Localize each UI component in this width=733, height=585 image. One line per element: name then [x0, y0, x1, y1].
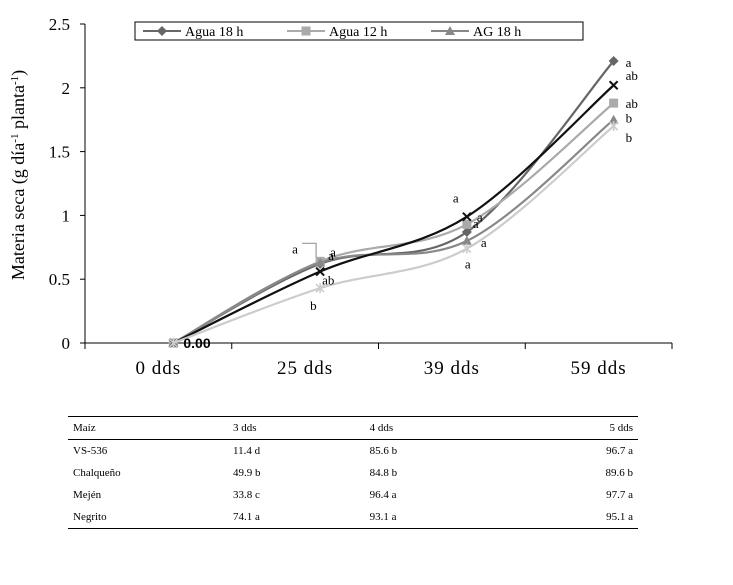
x-tick-label: 39 dds: [424, 358, 480, 379]
y-tick-label: 2.5: [49, 15, 70, 34]
data-point: [608, 114, 619, 124]
table-row: VS-536 11.4 d 85.6 b 96.7 a: [68, 440, 638, 463]
legend-marker: [157, 26, 167, 36]
table-header-cell: Maíz: [68, 416, 228, 440]
table-cell: 85.6 b: [369, 445, 398, 457]
legend-marker: [445, 26, 455, 35]
data-point: [315, 257, 326, 267]
x-tick-label: 59 dds: [571, 358, 627, 379]
table-cell: Negrito: [68, 506, 228, 529]
y-tick-label: 1: [62, 206, 71, 225]
point-label: a: [465, 257, 471, 272]
table-cell: 93.1 a: [364, 506, 502, 529]
table-cell: 95.1 a: [501, 506, 638, 529]
legend-label: AG 18 h: [473, 25, 521, 40]
data-point: [461, 226, 472, 237]
series-line: [172, 60, 615, 344]
chart-legend: Agua 18 h Agua 12 h AG 18 h: [134, 21, 584, 41]
point-label: a: [328, 248, 334, 263]
legend-marker: [301, 26, 311, 36]
results-table-container: Maíz 3 dds 4 dds 5 dds VS-536 11.4 d 85.6 b 96.…: [68, 416, 638, 529]
y-tick-label: 0.5: [49, 270, 70, 289]
point-label: a: [292, 241, 298, 256]
table-row: Negrito 74.1 a 93.1 a 95.1 a: [68, 506, 638, 529]
data-point: [168, 338, 178, 348]
x-tick-label: 25 dds: [277, 358, 333, 379]
table-cell: 49.9 b: [233, 467, 261, 479]
table-cell: 89.6 b: [605, 467, 634, 479]
legend-box: [134, 21, 584, 41]
table-header-cell: 4 dds: [364, 416, 502, 440]
point-label: b: [626, 130, 633, 145]
point-label: b: [626, 111, 633, 126]
series-line: [172, 125, 615, 345]
data-point: [462, 211, 472, 222]
legend-label: Agua 12 h: [329, 25, 387, 40]
point-label: a: [481, 235, 487, 250]
results-table: Maíz 3 dds 4 dds 5 dds VS-536 11.4 d 85.6 b 96.…: [68, 416, 638, 529]
y-axis-label: Materia seca (g día-1 planta-1): [8, 70, 29, 280]
table-cell: 96.7 a: [606, 445, 633, 457]
table-cell: 11.4 d: [233, 445, 261, 457]
data-point: [609, 98, 619, 108]
legend-item: AG 18 h: [431, 25, 521, 40]
point-label: a: [473, 216, 479, 231]
series-line: [172, 118, 615, 344]
table-header-cell: 3 dds: [228, 416, 365, 440]
legend-label: Agua 18 h: [185, 25, 243, 40]
y-tick-label: 1.5: [49, 143, 70, 162]
y-tick-label: 2: [62, 79, 71, 98]
data-point: [609, 121, 619, 132]
point-label: a: [477, 210, 483, 225]
data-point: [462, 219, 472, 229]
legend-item: Agua 18 h: [143, 25, 243, 40]
point-label: ab: [322, 273, 334, 288]
table-cell: VS-536: [73, 445, 108, 457]
chart-series: [168, 56, 619, 348]
table-cell: 33.8 c: [233, 489, 260, 501]
table-cell: Chalqueño: [73, 467, 121, 479]
data-point: [315, 283, 325, 294]
legend-item: Agua 12 h: [287, 25, 387, 40]
x-tick-label: 0 dds: [136, 358, 182, 379]
data-point: [315, 266, 325, 277]
chart-axes: 0 0.5 1 1.5 2 2.5 0 dds 25 dds 39 dds 59 dds: [49, 15, 673, 379]
table-cell: 96.4 a: [369, 489, 397, 501]
table-cell: 84.8 b: [369, 467, 398, 479]
table-header-cell: 5 dds: [501, 416, 638, 440]
data-point: [462, 243, 472, 254]
point-label: a: [626, 55, 632, 70]
point-label: b: [310, 298, 317, 313]
point-label: a: [453, 190, 459, 205]
data-point: [608, 80, 619, 90]
data-point: [608, 56, 619, 67]
series-line: [172, 102, 615, 344]
series-line: [172, 84, 615, 344]
y-tick-label: 0: [62, 334, 71, 353]
point-label: ab: [626, 96, 638, 111]
point-label: ab: [626, 68, 638, 83]
table-cell: Mején: [73, 489, 102, 501]
table-header-row: Maíz 3 dds 4 dds 5 dds: [68, 416, 638, 440]
table-cell: 74.1 a: [228, 506, 365, 529]
zero-value-label: 0.00: [183, 335, 210, 351]
table-row: Mején 33.8 c 96.4 a 97.7 a: [68, 484, 638, 506]
callout-line: [302, 242, 317, 258]
table-cell: 97.7 a: [606, 489, 633, 501]
chart-canvas: 00.511.522.50 dds 25 dds 39 dds 59 dds aaaa…: [8, 15, 673, 379]
point-label: a: [330, 245, 336, 260]
data-point: [461, 235, 472, 245]
table-row: Chalqueño 49.9 b 84.8 b 89.6 b: [68, 462, 638, 484]
